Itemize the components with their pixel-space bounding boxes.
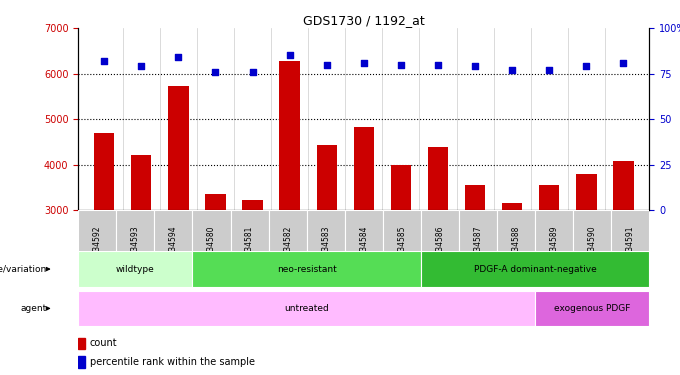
- Point: [210, 69, 221, 75]
- Bar: [78, 210, 116, 283]
- Text: GSM34589: GSM34589: [549, 226, 559, 267]
- Bar: [94, 133, 114, 210]
- Text: percentile rank within the sample: percentile rank within the sample: [90, 357, 254, 367]
- Point: [99, 58, 109, 64]
- Text: count: count: [90, 338, 117, 348]
- Point: [173, 54, 184, 60]
- Bar: [192, 210, 231, 283]
- Point: [358, 60, 369, 66]
- Text: GSM34582: GSM34582: [283, 226, 292, 267]
- Point: [396, 62, 407, 68]
- Bar: [459, 210, 497, 283]
- Text: GSM34581: GSM34581: [245, 226, 254, 267]
- Bar: [421, 210, 459, 283]
- Bar: [307, 210, 345, 283]
- Bar: [242, 200, 262, 210]
- Point: [581, 63, 592, 69]
- Bar: [391, 165, 411, 210]
- Text: agent: agent: [20, 304, 47, 313]
- Text: GSM34594: GSM34594: [169, 226, 178, 267]
- Bar: [611, 210, 649, 283]
- Bar: [539, 186, 560, 210]
- Point: [284, 53, 295, 58]
- Text: wildtype: wildtype: [116, 265, 154, 274]
- Title: GDS1730 / 1192_at: GDS1730 / 1192_at: [303, 14, 425, 27]
- Text: GSM34580: GSM34580: [207, 226, 216, 267]
- Bar: [269, 210, 307, 283]
- Point: [507, 67, 517, 73]
- Text: GSM34586: GSM34586: [435, 226, 445, 267]
- Bar: [78, 356, 86, 368]
- Bar: [78, 338, 86, 349]
- Text: GSM34592: GSM34592: [92, 226, 102, 267]
- Text: untreated: untreated: [284, 304, 329, 313]
- Text: GSM34583: GSM34583: [321, 226, 330, 267]
- Bar: [345, 210, 383, 283]
- Bar: [78, 251, 192, 287]
- Bar: [192, 251, 421, 287]
- Bar: [383, 210, 421, 283]
- Point: [618, 60, 629, 66]
- Bar: [613, 161, 634, 210]
- Text: genotype/variation: genotype/variation: [0, 265, 47, 274]
- Bar: [168, 86, 188, 210]
- Bar: [279, 61, 300, 210]
- Text: neo-resistant: neo-resistant: [277, 265, 337, 274]
- Point: [247, 69, 258, 75]
- Bar: [535, 291, 649, 326]
- Text: GSM34590: GSM34590: [588, 226, 597, 267]
- Text: GSM34588: GSM34588: [511, 226, 521, 267]
- Bar: [131, 155, 152, 210]
- Bar: [535, 210, 573, 283]
- Bar: [428, 147, 448, 210]
- Text: GSM34591: GSM34591: [626, 226, 635, 267]
- Bar: [154, 210, 192, 283]
- Bar: [421, 251, 649, 287]
- Point: [136, 63, 147, 69]
- Bar: [354, 127, 374, 210]
- Bar: [573, 210, 611, 283]
- Text: PDGF-A dominant-negative: PDGF-A dominant-negative: [474, 265, 596, 274]
- Point: [321, 62, 332, 68]
- Bar: [576, 174, 596, 210]
- Bar: [205, 194, 226, 210]
- Text: GSM34584: GSM34584: [359, 226, 369, 267]
- Text: GSM34593: GSM34593: [131, 226, 140, 267]
- Text: exogenous PDGF: exogenous PDGF: [554, 304, 630, 313]
- Text: GSM34587: GSM34587: [473, 226, 483, 267]
- Bar: [497, 210, 535, 283]
- Bar: [78, 291, 535, 326]
- Bar: [116, 210, 154, 283]
- Point: [432, 62, 443, 68]
- Bar: [316, 146, 337, 210]
- Text: GSM34585: GSM34585: [397, 226, 407, 267]
- Point: [470, 63, 481, 69]
- Bar: [502, 203, 522, 210]
- Bar: [465, 184, 486, 210]
- Bar: [231, 210, 269, 283]
- Point: [544, 67, 555, 73]
